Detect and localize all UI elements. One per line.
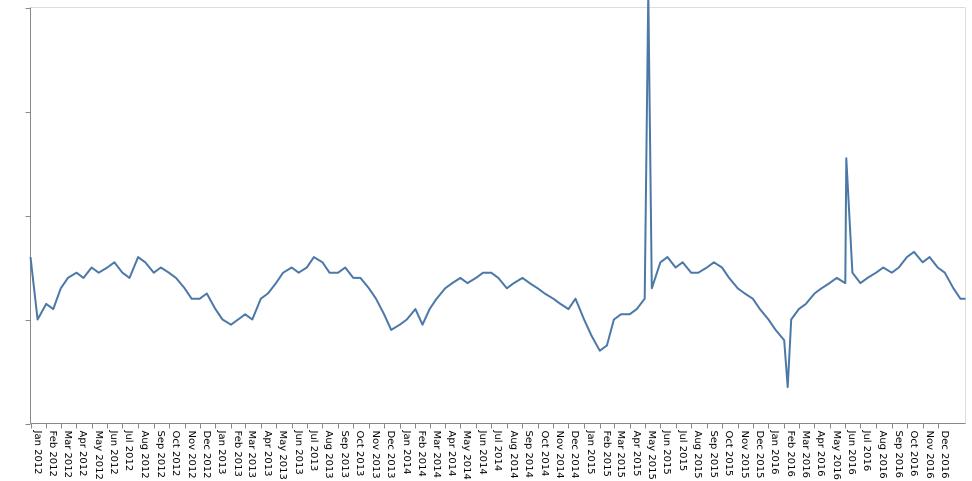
x-tick-label: Jan 2015: [585, 430, 596, 475]
x-tick-label: Mar 2013: [246, 431, 257, 479]
x-tick-label: Sep 2012: [155, 431, 166, 478]
x-tick-label: Jan 2013: [216, 430, 227, 475]
x-tick-label: Apr 2016: [815, 431, 826, 477]
x-tick-label: Jun 2016: [846, 430, 857, 475]
x-tick-label: Jul 2015: [677, 430, 688, 472]
x-tick-label: Feb 2014: [416, 431, 427, 477]
x-tick-label: Jun 2014: [477, 430, 488, 475]
x-tick-label: Jul 2014: [492, 430, 503, 472]
x-tick-label: Mar 2016: [800, 431, 811, 479]
x-tick-label: Jul 2013: [308, 430, 319, 472]
x-tick-label: Jul 2012: [123, 430, 134, 472]
x-tick-label: Oct 2013: [354, 431, 365, 477]
x-tick-label: May 2016: [831, 431, 842, 480]
x-tick-label: Dec 2012: [201, 431, 212, 479]
x-tick-label: Aug 2015: [692, 431, 703, 479]
x-tick-label: Aug 2012: [139, 431, 150, 479]
x-tick-label: Mar 2014: [431, 431, 442, 479]
series-line-0: [29, 0, 966, 389]
x-tick-label: Jan 2014: [401, 430, 412, 475]
x-tick-label: Nov 2012: [186, 431, 197, 479]
plot-frame: [30, 7, 966, 424]
x-tick-label: Mar 2015: [615, 431, 626, 479]
x-tick-label: May 2012: [93, 431, 104, 480]
x-tick-label: Sep 2014: [523, 431, 534, 478]
y-axis: [25, 7, 31, 425]
x-tick-label: Jun 2015: [661, 430, 672, 475]
x-tick-label: Jan 2012: [32, 430, 43, 475]
x-tick-label: Jul 2016: [861, 430, 872, 472]
x-tick-label: Dec 2014: [569, 431, 580, 479]
x-tick-label: May 2013: [277, 431, 288, 480]
x-tick-label: Feb 2012: [47, 431, 58, 477]
x-tick-label: Aug 2014: [508, 431, 519, 479]
x-tick-label: Sep 2013: [339, 431, 350, 478]
x-tick-label: Oct 2015: [723, 431, 734, 477]
x-tick-label: Apr 2013: [262, 431, 273, 477]
x-tick-label: Feb 2013: [232, 431, 243, 477]
x-tick-label: Dec 2016: [939, 431, 950, 479]
x-tick-label: Feb 2016: [785, 431, 796, 477]
x-tick-label: Apr 2014: [446, 431, 457, 477]
x-tick-label: Apr 2015: [631, 431, 642, 477]
x-tick-label: Jun 2012: [108, 430, 119, 475]
x-tick-label: Oct 2014: [539, 431, 550, 477]
x-tick-label: Nov 2014: [554, 431, 565, 479]
x-tick-label: Oct 2016: [908, 431, 919, 477]
x-tick-label: Feb 2015: [601, 431, 612, 477]
x-axis: Jan 2012 Feb 2012 Mar 2012 Apr 2012 May 2012…: [30, 423, 966, 480]
x-tick-label: Sep 2015: [708, 431, 719, 478]
x-tick-label: Jun 2013: [293, 430, 304, 475]
x-tick-label: Nov 2016: [924, 431, 935, 479]
x-tick-label: May 2015: [646, 431, 657, 480]
series-group: [29, 0, 966, 389]
x-tick-label: Nov 2015: [739, 431, 750, 479]
x-tick-label: Sep 2016: [893, 431, 904, 478]
x-tick-label: Apr 2012: [77, 431, 88, 477]
x-tick-label: Dec 2015: [754, 431, 765, 479]
x-tick-label: Jan 2016: [769, 430, 780, 475]
x-tick-label: Aug 2013: [323, 431, 334, 479]
x-tick-label: Aug 2016: [877, 431, 888, 479]
x-tick-label: May 2014: [461, 431, 472, 480]
x-tick-label: Mar 2012: [62, 431, 73, 479]
x-tick-label: Oct 2012: [170, 431, 181, 477]
x-tick-label: Nov 2013: [370, 431, 381, 479]
x-tick-label: Dec 2013: [385, 431, 396, 479]
